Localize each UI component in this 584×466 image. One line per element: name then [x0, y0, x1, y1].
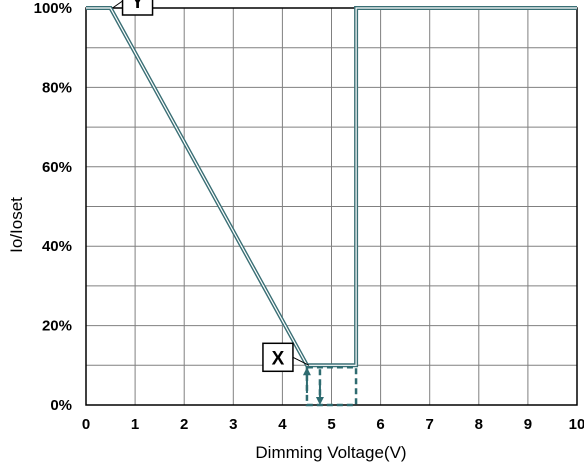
callout-box	[262, 342, 294, 373]
x-tick-label: 3	[229, 416, 237, 433]
x-tick-label: 9	[524, 416, 532, 433]
x-axis-label: Dimming Voltage(V)	[255, 443, 406, 462]
x-tick-label: 4	[278, 416, 287, 433]
grid	[85, 7, 578, 406]
x-tick-label: 0	[82, 416, 90, 433]
x-tick-label: 6	[376, 416, 384, 433]
x-tick-label: 8	[475, 416, 483, 433]
callout-label: Y	[131, 0, 144, 13]
series-line-inner-0	[86, 7, 577, 366]
callouts: YX	[112, 0, 358, 407]
x-tick-label: 1	[131, 416, 139, 433]
x-tick-label: 2	[180, 416, 188, 433]
y-tick-label: 80%	[42, 79, 72, 96]
arrow-down-head	[315, 397, 324, 405]
x-tick-label: 7	[426, 416, 434, 433]
callout-leader	[292, 356, 310, 366]
y-tick-label: 20%	[42, 318, 72, 335]
arrow-up-head	[302, 367, 311, 376]
series-layer	[86, 6, 577, 368]
y-tick-label: 100%	[34, 0, 72, 17]
callout-leader	[112, 0, 123, 9]
y-tick-label: 60%	[42, 159, 72, 176]
x-tick-label: 5	[327, 416, 335, 433]
y-tick-labels: 0% 20% 40% 60% 80% 100%	[34, 0, 72, 414]
y-axis-label: Io/Ioset	[7, 197, 26, 253]
callout-label: X	[272, 348, 285, 369]
y-tick-label: 40%	[42, 238, 72, 255]
x-tick-labels: 0 1 2 3 4 5 6 7 8 9 10	[82, 416, 584, 433]
callout-box	[121, 0, 154, 16]
x-tick-label: 10	[569, 416, 584, 433]
y-tick-label: 0%	[50, 397, 72, 414]
